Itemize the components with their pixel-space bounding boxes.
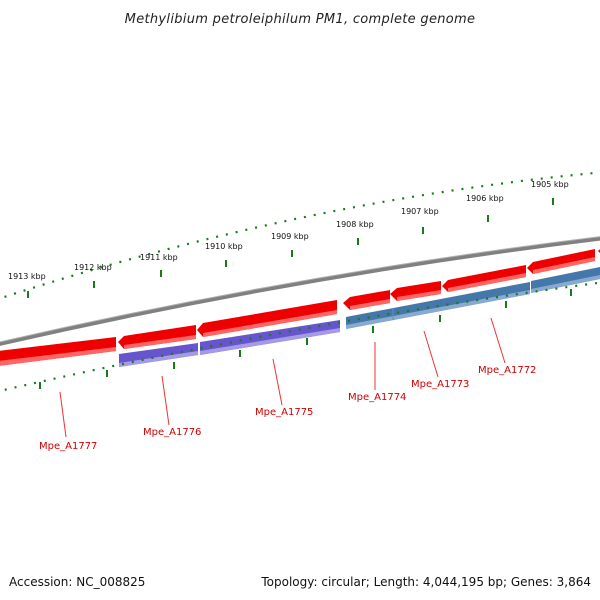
inner-tick-track <box>0 281 600 392</box>
gene-leader-lines <box>59 317 506 438</box>
gene-label-mpe-a1777: Mpe_A1777 <box>39 441 97 452</box>
gene-label-mpe-a1773: Mpe_A1773 <box>411 379 469 390</box>
tick-marks-inner <box>39 289 572 389</box>
tick-label-1911: 1911 kbp <box>140 253 178 262</box>
tick-marks-outer <box>27 198 554 298</box>
tick-label-1908: 1908 kbp <box>336 220 374 229</box>
genome-backbone <box>0 236 600 346</box>
tick-label-1910: 1910 kbp <box>205 242 243 251</box>
tick-label-1906: 1906 kbp <box>466 194 504 203</box>
tick-label-1912: 1912 kbp <box>74 263 112 272</box>
map-title: Methylibium petroleiphilum PM1, complete… <box>125 12 476 27</box>
outer-tick-track <box>0 171 600 300</box>
tick-label-1907: 1907 kbp <box>401 207 439 216</box>
gene-label-mpe-a1775: Mpe_A1775 <box>255 407 313 418</box>
tick-label-1913: 1913 kbp <box>8 272 46 281</box>
genome-summary-text: Topology: circular; Length: 4,044,195 bp… <box>260 575 591 589</box>
accession-text: Accession: NC_008825 <box>9 575 145 589</box>
tick-label-1909: 1909 kbp <box>271 232 309 241</box>
gene-label-mpe-a1776: Mpe_A1776 <box>143 427 201 438</box>
gene-label-mpe-a1772: Mpe_A1772 <box>478 365 536 376</box>
cds-mpe-a1776-top[interactable] <box>118 325 196 349</box>
tick-label-1905: 1905 kbp <box>531 180 569 189</box>
cds-mpe-a1775-top[interactable] <box>197 300 337 337</box>
gene-label-mpe-a1774: Mpe_A1774 <box>348 392 406 403</box>
